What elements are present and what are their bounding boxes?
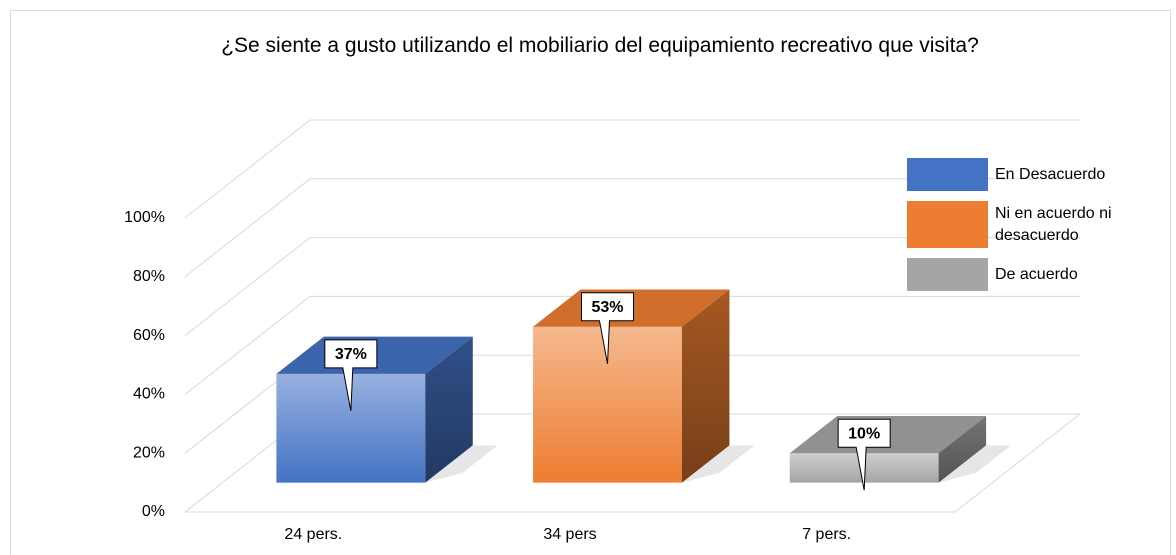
- legend: En Desacuerdo Ni en acuerdo ni desacuerdo…: [907, 158, 1130, 301]
- bar-side: [681, 289, 730, 483]
- chart-border: [10, 10, 1171, 555]
- legend-label: En Desacuerdo: [995, 165, 1106, 183]
- y-tick-label: 0%: [142, 503, 165, 520]
- legend-item: De acuerdo: [907, 258, 1130, 291]
- grid-line: [184, 178, 311, 278]
- y-tick-label: 60%: [133, 327, 165, 344]
- floor-edge: [954, 413, 1081, 513]
- legend-swatch: [907, 258, 988, 291]
- data-label: 10%: [848, 425, 880, 442]
- data-callout: [837, 418, 891, 491]
- x-tick-label: 24 pers.: [284, 526, 342, 543]
- y-tick-label: 20%: [133, 444, 165, 461]
- bar-shadow: [938, 445, 1012, 483]
- bar-shadow: [425, 445, 498, 483]
- legend-label: Ni en acuerdo ni desacuerdo: [995, 204, 1112, 244]
- x-tick-label: 34 pers: [543, 526, 596, 543]
- bar-front: [276, 373, 426, 483]
- legend-swatch: [907, 201, 988, 248]
- bar-side: [425, 336, 473, 483]
- bar-front: [533, 326, 682, 483]
- data-callout: [324, 339, 378, 411]
- data-callout: [581, 292, 634, 364]
- chart-title: ¿Se siente a gusto utilizando el mobilia…: [221, 34, 979, 57]
- y-tick-label: 80%: [133, 268, 165, 285]
- data-label: 37%: [335, 346, 367, 363]
- grid-line: [184, 119, 311, 219]
- data-label: 53%: [591, 299, 623, 316]
- grid-line: [184, 296, 311, 395]
- grid-line: [184, 237, 311, 336]
- legend-item: En Desacuerdo: [907, 158, 1130, 191]
- bar-side: [938, 415, 987, 483]
- bar-shadow: [681, 445, 755, 483]
- legend-swatch: [907, 158, 988, 191]
- legend-label: De acuerdo: [995, 265, 1078, 283]
- y-tick-label: 40%: [133, 386, 165, 403]
- y-tick-label: 100%: [124, 209, 165, 226]
- legend-item: Ni en acuerdo ni desacuerdo: [907, 201, 1130, 248]
- x-tick-label: 7 pers.: [802, 526, 851, 543]
